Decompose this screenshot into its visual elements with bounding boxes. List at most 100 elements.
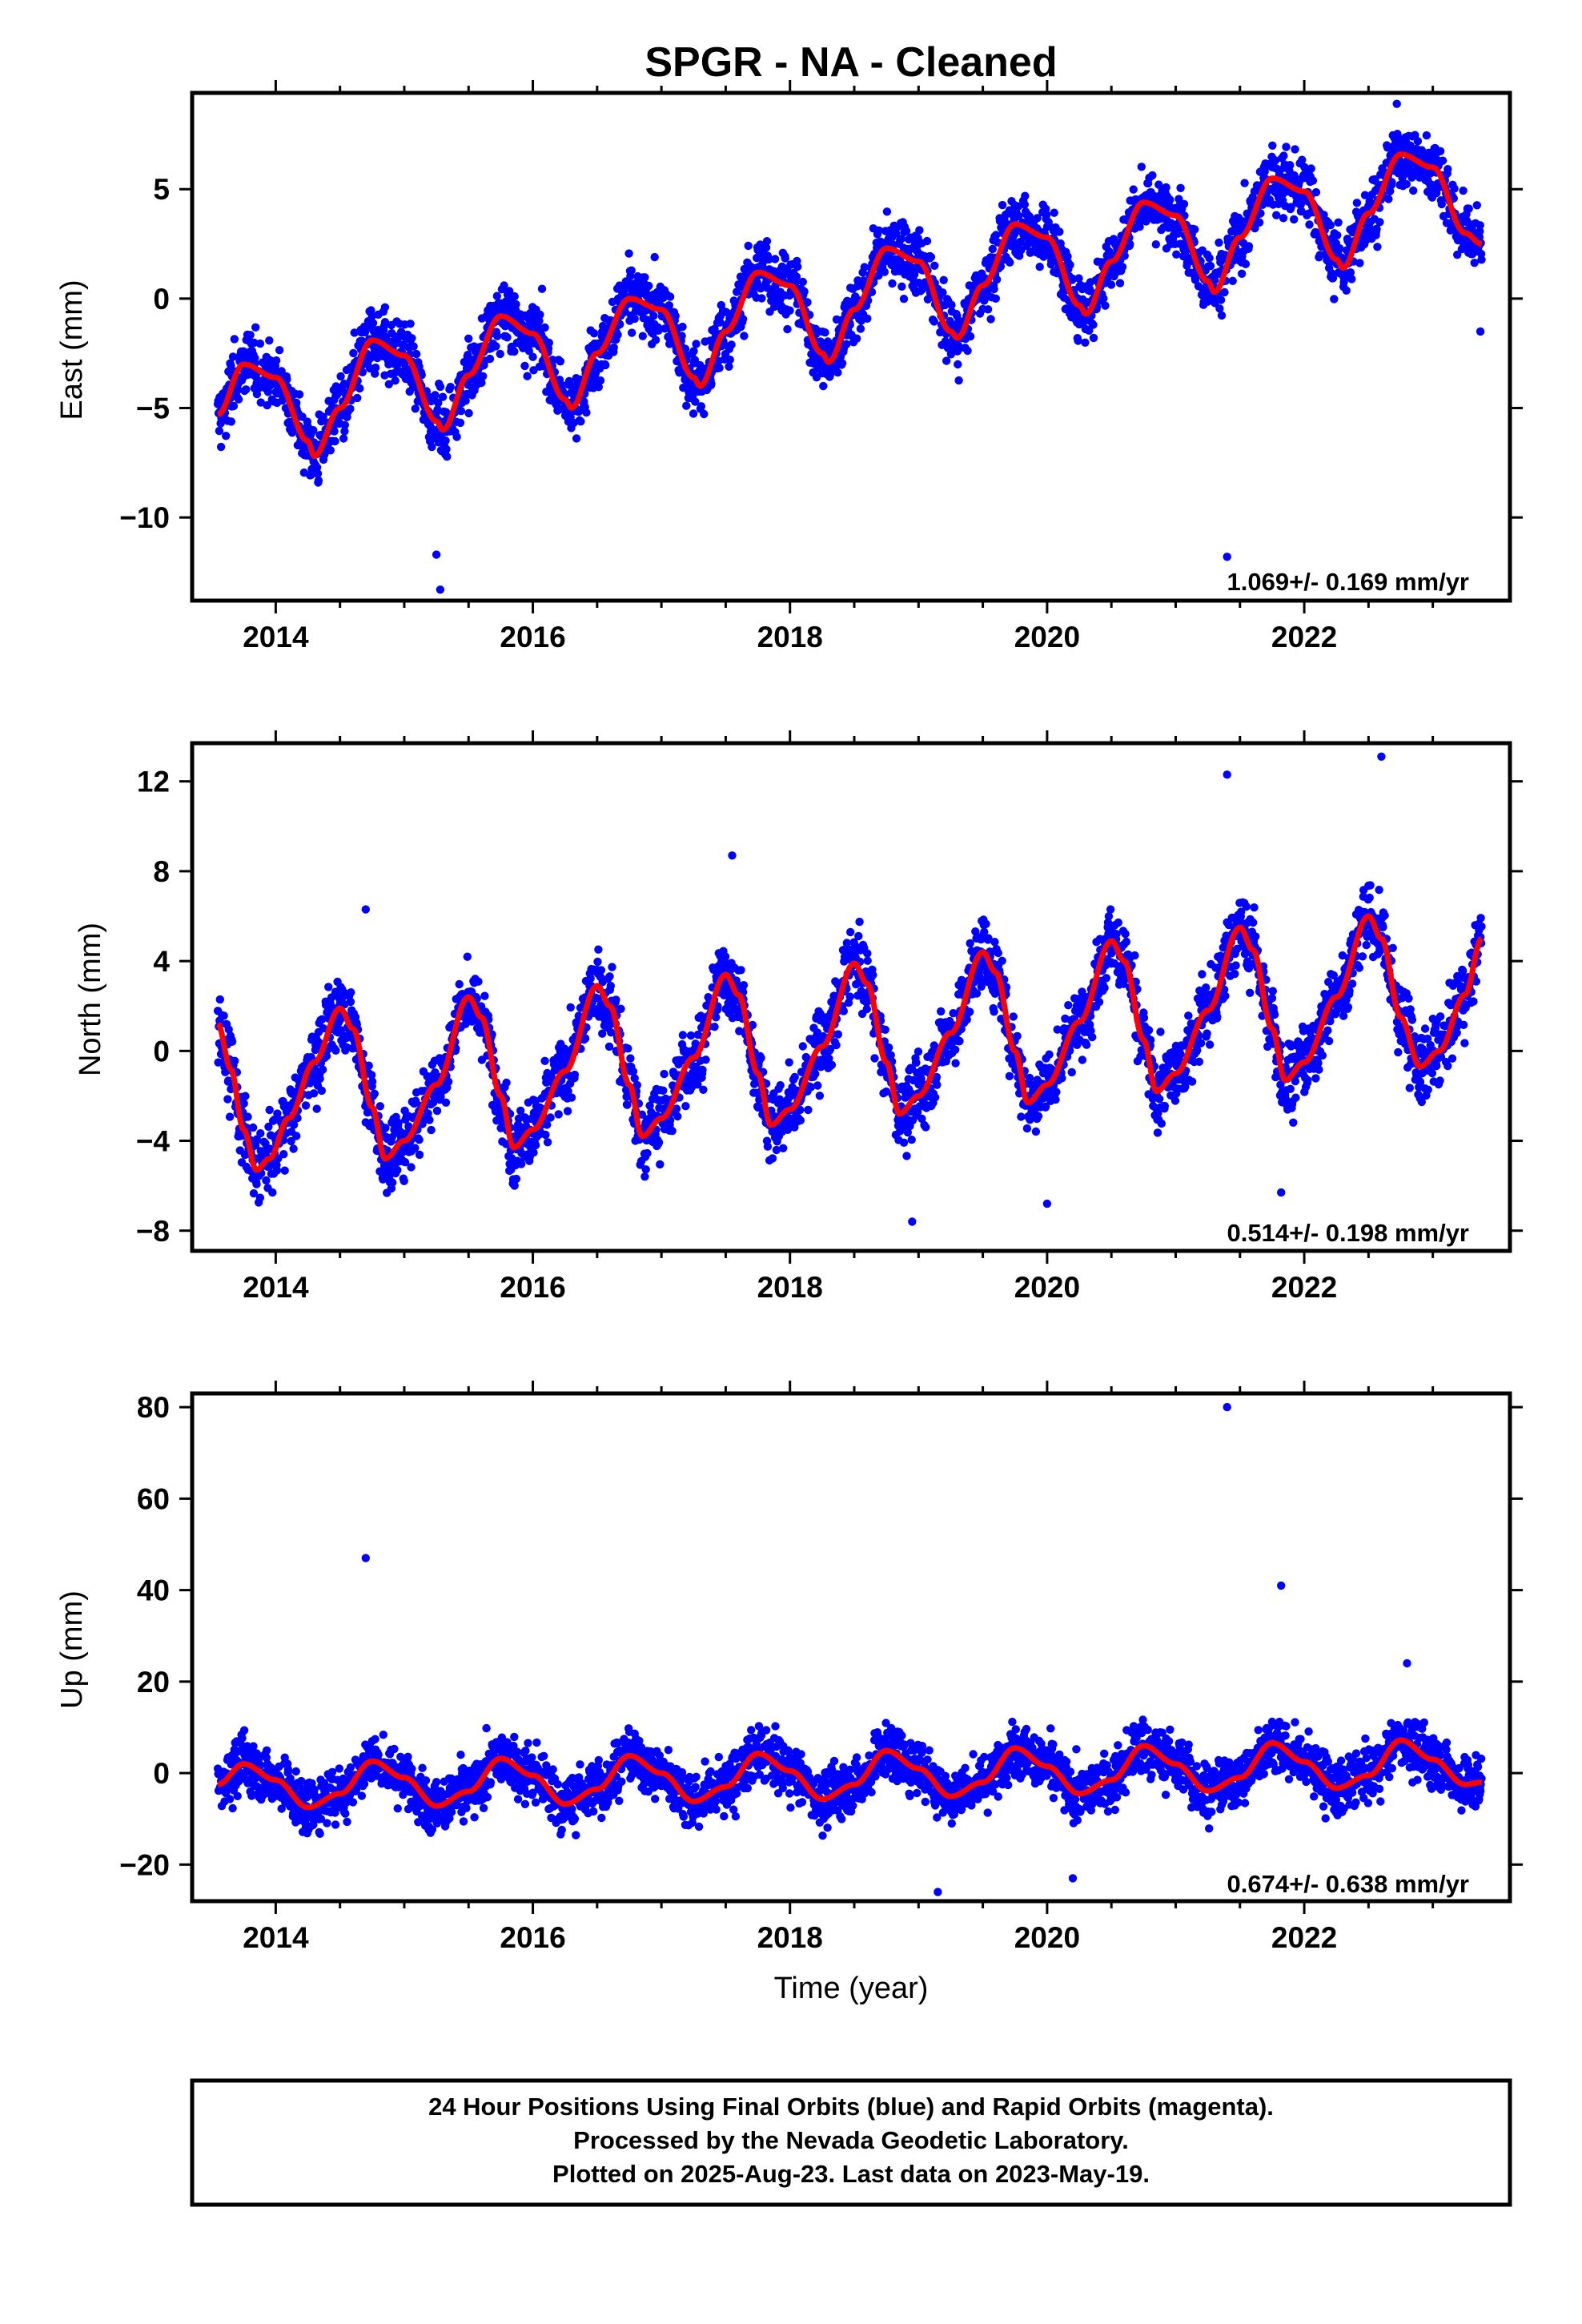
north-data-point [393,1165,402,1175]
east-data-point [954,360,962,369]
east-data-point [991,294,1001,303]
north-data-point [681,1102,690,1111]
east-data-point [1335,244,1344,253]
north-data-point [596,966,606,975]
east-x-tick-label: 2022 [1271,621,1337,653]
east-data-point [1237,269,1247,278]
north-data-point [921,1123,930,1132]
north-data-point [612,995,620,1004]
north-data-point [776,1081,785,1090]
north-data-point [388,1178,397,1187]
east-data-point [384,380,393,388]
east-data-point [1279,214,1288,223]
east-data-point [336,372,345,381]
east-x-tick-label: 2014 [243,621,309,653]
east-data-point [443,452,452,461]
east-data-point [434,399,443,408]
north-data-point [415,1150,424,1160]
east-data-point [963,346,972,356]
east-data-point [529,366,538,375]
east-data-point [464,408,473,418]
east-y-tick-label: 0 [153,283,170,316]
north-data-point [643,1148,652,1158]
east-data-point [1081,338,1090,347]
north-data-point [854,931,863,941]
east-data-point [671,312,680,320]
north-data-point [243,1112,252,1121]
east-data-point [492,292,501,300]
east-data-point [1205,254,1214,263]
north-data-point [594,945,603,954]
east-data-point [406,320,415,328]
east-data-point [340,427,349,436]
east-x-tick-label: 2016 [500,621,565,653]
north-data-point [813,1081,822,1090]
north-data-point [606,981,615,991]
north-data-point [608,963,616,971]
north-data-point [790,1072,799,1082]
east-data-point [665,292,675,301]
east-data-point [1172,250,1181,259]
east-data-point [1308,176,1318,185]
east-data-point [1413,137,1423,146]
east-data-point [537,284,547,293]
east-data-point [582,408,591,417]
east-data-point [1477,255,1486,264]
north-data-point [833,1030,843,1039]
east-data-point [640,273,649,282]
east-outlier-point [1476,327,1485,336]
north-data-point [312,1104,321,1113]
east-data-point [544,338,553,348]
east-data-point [557,380,567,390]
north-data-point [268,1188,277,1197]
north-data-point [223,1095,232,1104]
east-data-point [438,392,448,401]
east-outlier-point [1392,99,1401,108]
east-data-point [1129,185,1138,194]
north-data-point [225,1112,235,1121]
north-data-point [862,1004,872,1014]
east-data-point [548,356,557,364]
north-data-point [678,1031,688,1039]
east-data-point [725,356,734,364]
north-data-point [331,1046,340,1055]
north-data-point [502,1078,511,1088]
north-data-point [712,1013,721,1022]
figure-title: SPGR - NA - Cleaned [644,39,1057,86]
east-y-tick-label: 5 [153,173,170,206]
north-data-point [375,1102,384,1111]
east-data-point [263,400,271,410]
east-data-point [380,318,390,327]
east-data-point [988,244,998,254]
north-data-point [256,1129,265,1138]
east-data-point [309,426,318,435]
east-data-point [1268,141,1277,150]
east-data-point [265,336,274,345]
east-data-point [1305,220,1314,229]
east-data-point [234,385,243,394]
north-data-point [566,1003,575,1012]
north-data-point [315,1074,324,1084]
north-data-point [400,1176,408,1186]
east-data-point [227,417,235,426]
east-data-point [1286,161,1295,170]
north-data-point [252,1180,261,1188]
east-data-point [368,319,378,328]
east-data-point [477,378,486,388]
north-data-point [863,949,872,958]
east-data-point [1106,280,1116,289]
east-data-point [665,301,673,310]
east-data-point [350,328,359,337]
east-data-point [762,237,772,246]
east-data-point [1176,183,1185,192]
east-data-point [821,328,829,337]
east-data-point [1055,227,1064,236]
east-data-point [252,389,262,399]
east-data-point [428,442,436,452]
east-data-point [1438,156,1447,165]
east-data-point [744,241,753,251]
north-data-point [219,1011,228,1020]
north-data-point [659,1086,668,1096]
north-data-point [870,1054,879,1063]
north-data-point [239,1099,248,1108]
